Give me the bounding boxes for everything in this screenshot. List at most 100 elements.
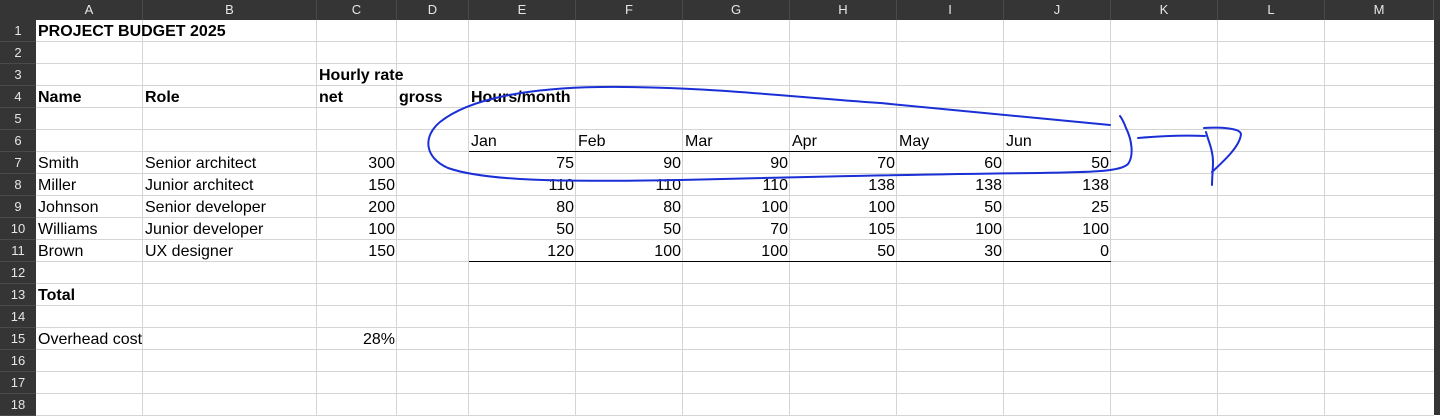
column-header-f[interactable]: F bbox=[576, 0, 683, 20]
column-header-l[interactable]: L bbox=[1218, 0, 1325, 20]
cell-person-name[interactable]: Smith bbox=[36, 152, 81, 174]
cell-hours[interactable]: 70 bbox=[790, 152, 897, 174]
cell-overhead-value[interactable]: 28% bbox=[317, 328, 397, 350]
cell-person-rate[interactable]: 150 bbox=[317, 240, 397, 262]
cell-overhead-label[interactable]: Overhead cost bbox=[36, 328, 144, 350]
column-header-g[interactable]: G bbox=[683, 0, 790, 20]
row-header-3[interactable]: 3 bbox=[0, 64, 36, 86]
cell-person-role[interactable]: Junior architect bbox=[143, 174, 256, 196]
grid-hline bbox=[36, 305, 1434, 306]
grid-hline bbox=[36, 393, 1434, 394]
cell-hours[interactable]: 100 bbox=[683, 196, 790, 218]
cell-role-header[interactable]: Role bbox=[143, 86, 182, 108]
column-header-d[interactable]: D bbox=[397, 0, 469, 20]
cell-month-jan[interactable]: Jan bbox=[469, 130, 499, 152]
row-header-10[interactable]: 10 bbox=[0, 218, 36, 240]
row-header-11[interactable]: 11 bbox=[0, 240, 36, 262]
cell-hours[interactable]: 70 bbox=[683, 218, 790, 240]
cell-hours[interactable]: 90 bbox=[683, 152, 790, 174]
table-top-border bbox=[469, 151, 1111, 152]
cell-person-rate[interactable]: 300 bbox=[317, 152, 397, 174]
cell-total-label[interactable]: Total bbox=[36, 284, 77, 306]
cell-name-header[interactable]: Name bbox=[36, 86, 84, 108]
cell-title[interactable]: PROJECT BUDGET 2025 bbox=[36, 20, 228, 42]
row-header-15[interactable]: 15 bbox=[0, 328, 36, 350]
cell-person-rate[interactable]: 100 bbox=[317, 218, 397, 240]
cell-hours[interactable]: 138 bbox=[790, 174, 897, 196]
cell-person-role[interactable]: UX designer bbox=[143, 240, 235, 262]
cell-month-may[interactable]: May bbox=[897, 130, 931, 152]
cell-hours[interactable]: 50 bbox=[1004, 152, 1111, 174]
cell-gross-header[interactable]: gross bbox=[397, 86, 445, 108]
row-header-4[interactable]: 4 bbox=[0, 86, 36, 108]
grid-hline bbox=[36, 85, 1434, 86]
cell-hours[interactable]: 60 bbox=[897, 152, 1004, 174]
cell-hours[interactable]: 120 bbox=[469, 240, 576, 262]
cell-person-role[interactable]: Junior developer bbox=[143, 218, 265, 240]
cell-hours[interactable]: 80 bbox=[469, 196, 576, 218]
column-header-m[interactable]: M bbox=[1325, 0, 1434, 20]
cell-hours[interactable]: 50 bbox=[469, 218, 576, 240]
cell-hours-header[interactable]: Hours/month bbox=[469, 86, 573, 108]
cell-hours[interactable]: 100 bbox=[576, 240, 683, 262]
cell-person-name[interactable]: Williams bbox=[36, 218, 100, 240]
row-header-5[interactable]: 5 bbox=[0, 108, 36, 130]
column-header-k[interactable]: K bbox=[1111, 0, 1218, 20]
table-bottom-border bbox=[469, 261, 1111, 262]
row-header-1[interactable]: 1 bbox=[0, 20, 36, 42]
column-header-b[interactable]: B bbox=[143, 0, 317, 20]
cell-hours[interactable]: 50 bbox=[897, 196, 1004, 218]
cell-person-name[interactable]: Miller bbox=[36, 174, 78, 196]
row-header-9[interactable]: 9 bbox=[0, 196, 36, 218]
cell-month-jun[interactable]: Jun bbox=[1004, 130, 1034, 152]
cell-hours[interactable]: 138 bbox=[897, 174, 1004, 196]
row-header-6[interactable]: 6 bbox=[0, 130, 36, 152]
row-header-8[interactable]: 8 bbox=[0, 174, 36, 196]
cell-hours[interactable]: 110 bbox=[469, 174, 576, 196]
cell-hours[interactable]: 100 bbox=[1004, 218, 1111, 240]
row-header-13[interactable]: 13 bbox=[0, 284, 36, 306]
cell-hours[interactable]: 0 bbox=[1004, 240, 1111, 262]
cell-hours[interactable]: 105 bbox=[790, 218, 897, 240]
column-header-a[interactable]: A bbox=[36, 0, 143, 20]
column-header-j[interactable]: J bbox=[1004, 0, 1111, 20]
row-header-2[interactable]: 2 bbox=[0, 42, 36, 64]
cell-hours[interactable]: 50 bbox=[790, 240, 897, 262]
column-header-e[interactable]: E bbox=[469, 0, 576, 20]
row-header-17[interactable]: 17 bbox=[0, 372, 36, 394]
cell-hours[interactable]: 25 bbox=[1004, 196, 1111, 218]
cell-hours[interactable]: 110 bbox=[683, 174, 790, 196]
cell-hours[interactable]: 80 bbox=[576, 196, 683, 218]
cell-hours[interactable]: 138 bbox=[1004, 174, 1111, 196]
cell-person-name[interactable]: Johnson bbox=[36, 196, 101, 218]
cell-person-role[interactable]: Senior architect bbox=[143, 152, 258, 174]
cell-net-header[interactable]: net bbox=[317, 86, 345, 108]
column-header-c[interactable]: C bbox=[317, 0, 397, 20]
cell-hours[interactable]: 90 bbox=[576, 152, 683, 174]
cell-hours[interactable]: 75 bbox=[469, 152, 576, 174]
cell-person-rate[interactable]: 200 bbox=[317, 196, 397, 218]
cell-hours[interactable]: 50 bbox=[576, 218, 683, 240]
cell-hours[interactable]: 110 bbox=[576, 174, 683, 196]
cell-hours[interactable]: 100 bbox=[683, 240, 790, 262]
vertical-scrollbar[interactable] bbox=[1434, 20, 1440, 415]
row-header-14[interactable]: 14 bbox=[0, 306, 36, 328]
cell-hours[interactable]: 100 bbox=[790, 196, 897, 218]
row-header-16[interactable]: 16 bbox=[0, 350, 36, 372]
row-header-12[interactable]: 12 bbox=[0, 262, 36, 284]
row-header-7[interactable]: 7 bbox=[0, 152, 36, 174]
cell-hours[interactable]: 100 bbox=[897, 218, 1004, 240]
cell-month-feb[interactable]: Feb bbox=[576, 130, 608, 152]
cell-hours[interactable]: 30 bbox=[897, 240, 1004, 262]
cell-person-rate[interactable]: 150 bbox=[317, 174, 397, 196]
cell-person-role[interactable]: Senior developer bbox=[143, 196, 268, 218]
grid-hline bbox=[36, 283, 1434, 284]
column-header-h[interactable]: H bbox=[790, 0, 897, 20]
column-header-i[interactable]: I bbox=[897, 0, 1004, 20]
row-header-18[interactable]: 18 bbox=[0, 394, 36, 416]
cell-month-apr[interactable]: Apr bbox=[790, 130, 819, 152]
cell-month-mar[interactable]: Mar bbox=[683, 130, 715, 152]
cell-person-name[interactable]: Brown bbox=[36, 240, 85, 262]
grid-hline bbox=[36, 63, 1434, 64]
cell-hourly-rate-label[interactable]: Hourly rate bbox=[317, 64, 405, 86]
